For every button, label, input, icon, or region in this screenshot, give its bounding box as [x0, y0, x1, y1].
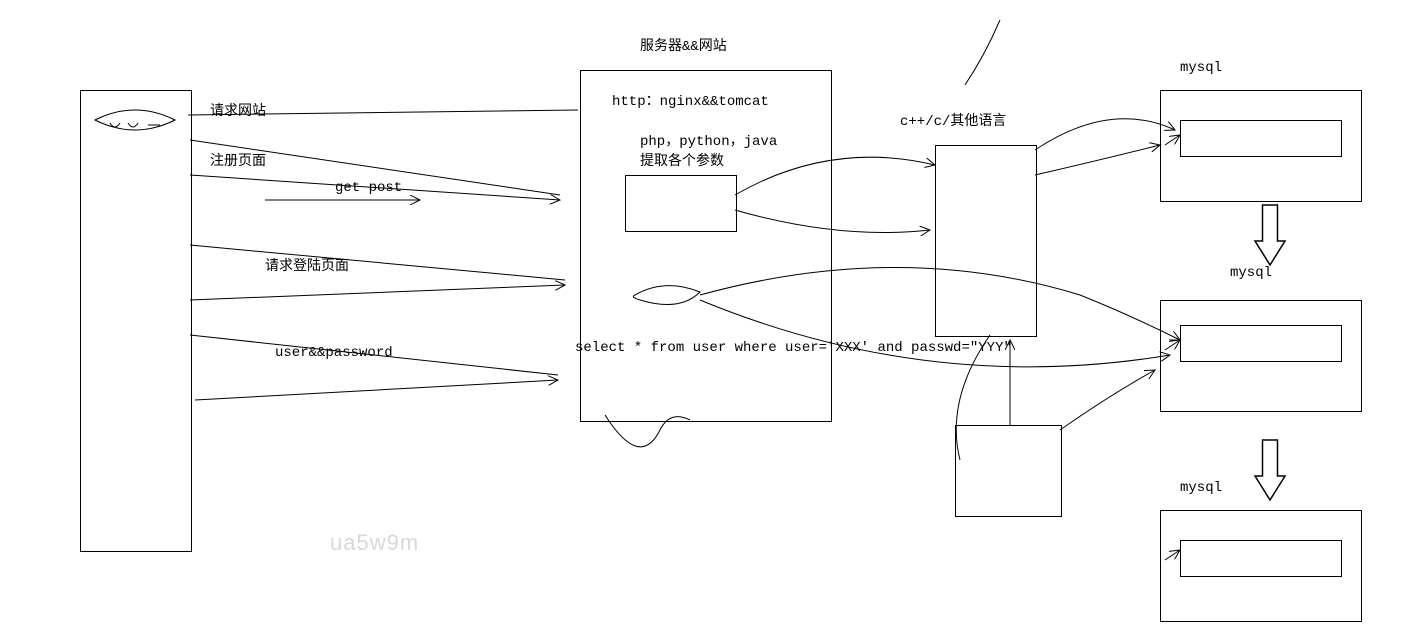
mysql2-label: mysql — [1230, 265, 1272, 281]
edge-cpp_to_my1b — [1035, 145, 1160, 175]
server-box — [580, 70, 832, 422]
mysql1-label: mysql — [1180, 60, 1222, 76]
sql-query-label: select * from user where user='XXX' and … — [575, 340, 1012, 356]
edge-bot_to_my2 — [1060, 370, 1155, 430]
cpp-line-label: c++/c/其他语言 — [900, 110, 1006, 130]
watermark-text: ua5w9m — [330, 530, 419, 556]
edge-e_login_top — [190, 245, 565, 280]
user-pass-label: user&&password — [275, 345, 393, 361]
mysql1-inner-box — [1180, 120, 1342, 157]
request-login-label: 请求登陆页面 — [265, 255, 349, 275]
cpp-box — [935, 145, 1037, 337]
mysql2-inner-box — [1180, 325, 1342, 362]
edge-cpp_to_my1a — [1035, 119, 1175, 150]
bottom-box — [955, 425, 1062, 517]
server-inner-box — [625, 175, 737, 232]
mysql3-label: mysql — [1180, 480, 1222, 496]
request-site-label: 请求网站 — [210, 100, 266, 120]
mysql3-inner-box — [1180, 540, 1342, 577]
block-arrow-ba1 — [1255, 205, 1285, 265]
http-line-label: http：nginx&&tomcat — [612, 90, 769, 110]
edge-e_login_bot — [190, 285, 565, 300]
client-column-box — [80, 90, 192, 552]
extract-line-label: 提取各个参数 — [640, 150, 724, 170]
lang-line-label: php，python，java — [640, 130, 777, 150]
edge-e_userpw_bot — [195, 380, 558, 400]
block-arrow-ba2 — [1255, 440, 1285, 500]
register-page-label: 注册页面 — [210, 150, 266, 170]
server-title-label: 服务器&&网站 — [640, 35, 727, 55]
get-post-label: get post — [335, 180, 402, 196]
sketch-top_swoosh — [965, 20, 1000, 85]
